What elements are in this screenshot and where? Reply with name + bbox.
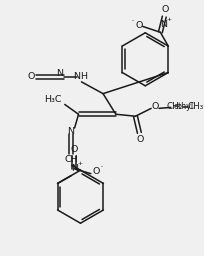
Text: N: N xyxy=(67,127,74,136)
Text: N: N xyxy=(71,164,78,173)
Text: -: - xyxy=(101,164,103,169)
Text: N: N xyxy=(56,69,63,78)
Text: CH: CH xyxy=(65,155,79,164)
Text: H₃C: H₃C xyxy=(44,95,62,104)
Text: +: + xyxy=(78,161,83,166)
Text: O: O xyxy=(135,21,142,30)
Text: O: O xyxy=(137,135,144,144)
Text: O: O xyxy=(151,102,159,111)
Text: O: O xyxy=(162,5,169,14)
Text: CH₃: CH₃ xyxy=(187,102,203,111)
Text: O: O xyxy=(71,145,78,154)
Text: +: + xyxy=(167,17,172,22)
Text: N: N xyxy=(160,20,167,29)
Text: O: O xyxy=(28,72,35,81)
Text: ethyl: ethyl xyxy=(173,102,194,111)
Text: CH₂: CH₂ xyxy=(167,102,183,111)
Text: N: N xyxy=(73,72,80,81)
Text: -: - xyxy=(132,18,134,23)
Text: H: H xyxy=(80,72,87,81)
Text: O: O xyxy=(92,167,100,176)
